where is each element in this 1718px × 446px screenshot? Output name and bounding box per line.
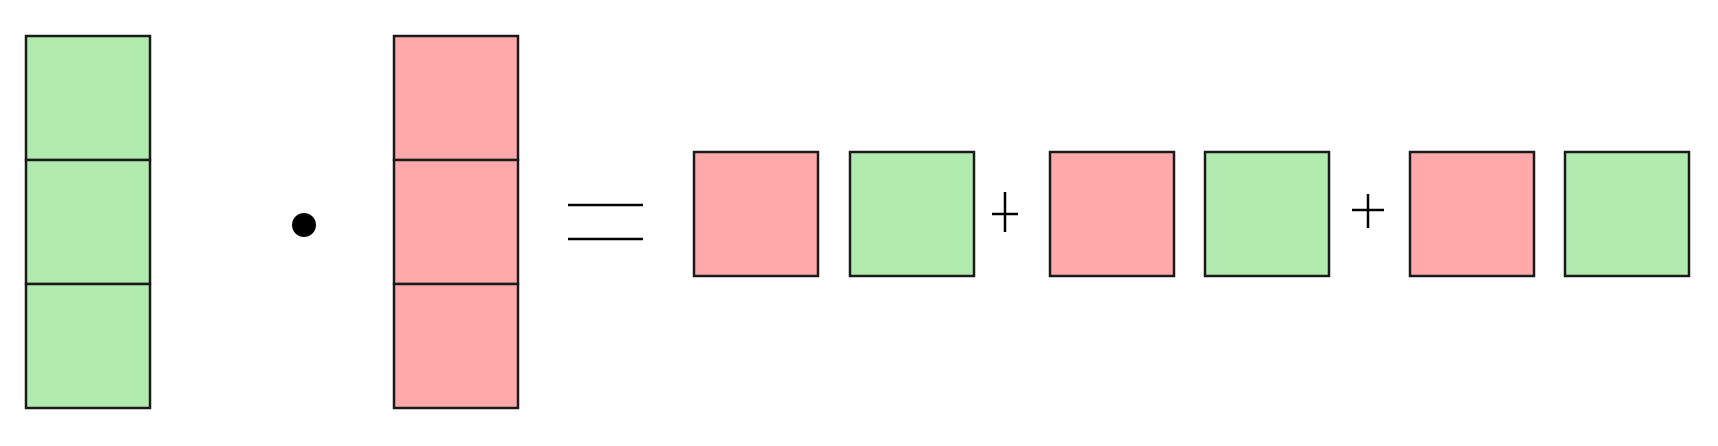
result-term-2 [1048,150,1331,278]
result-term-3 [1408,150,1691,278]
plus-operator-1 [992,192,1018,232]
right-vector-cell-3 [392,282,520,410]
left-vector-cell-2 [24,158,152,286]
result-term-1-pink-square [692,150,820,278]
dot-operator [292,213,316,237]
equals-operator [568,203,643,241]
left-vector-cell-1 [24,34,152,162]
right-vector-cell-2 [392,158,520,286]
right-vector-cell-1 [392,34,520,162]
result-term-3-green-square [1563,150,1691,278]
result-term-1-green-square [848,150,976,278]
plus-operator-2 [1352,194,1384,228]
result-term-2-green-square [1203,150,1331,278]
result-term-2-pink-square [1048,150,1176,278]
result-term-1 [692,150,976,278]
right-column-vector [392,34,520,410]
result-term-3-pink-square [1408,150,1536,278]
left-column-vector [24,34,152,410]
left-vector-cell-3 [24,282,152,410]
